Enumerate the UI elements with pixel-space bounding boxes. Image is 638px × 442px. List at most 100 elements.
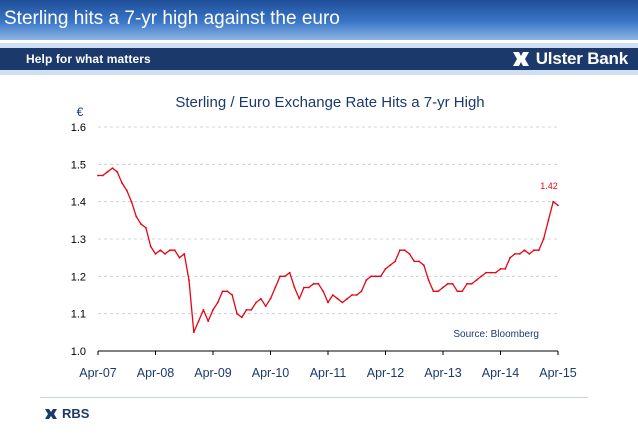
data-point [451, 282, 454, 285]
data-point [188, 279, 190, 281]
source-note: Source: Bloomberg [453, 329, 539, 340]
data-point [399, 249, 401, 252]
data-point [307, 286, 310, 289]
data-point [355, 294, 358, 296]
y-axis: 1.0 1.1 1.2 1.3 1.4 1.5 1.6 [71, 122, 86, 358]
data-point [485, 271, 487, 274]
y-tick-label: 1.0 [71, 346, 86, 358]
data-point [370, 275, 372, 278]
data-point [164, 253, 167, 255]
y-tick-label: 1.4 [71, 197, 86, 209]
data-point [418, 260, 420, 263]
slide-title-bar: Sterling hits a 7-yr high against the eu… [0, 0, 638, 40]
data-point [125, 189, 128, 192]
daisy-wheel-icon [512, 52, 529, 66]
data-point [518, 253, 521, 255]
data-point [322, 290, 325, 293]
footer-brand: RBS [62, 406, 90, 421]
data-point [145, 226, 147, 229]
brand-banner: Help for what matters Ulster Bank [0, 43, 638, 75]
data-point [509, 256, 511, 259]
data-point [130, 200, 133, 203]
data-point [284, 275, 286, 278]
data-point [480, 275, 483, 278]
data-point [111, 167, 114, 169]
x-tick-label: Apr-09 [194, 366, 232, 380]
data-point [274, 286, 277, 289]
brand-name: Ulster Bank [535, 49, 628, 68]
series-line [98, 167, 559, 333]
data-point [212, 309, 214, 311]
peak-value-label: 1.42 [540, 181, 558, 191]
data-point [442, 286, 444, 289]
x-axis: Apr-07 Apr-08 Apr-09 Apr-10 Apr-11 Apr-12 Apr-… [79, 351, 577, 380]
ulster-bank-logo: Ulster Bank [512, 49, 628, 69]
exchange-rate-chart: Sterling / Euro Exchange Rate Hits a 7-y… [71, 94, 577, 380]
daisy-wheel-icon [45, 408, 57, 419]
data-point [173, 249, 176, 252]
data-point [403, 249, 406, 252]
x-tick-label: Apr-12 [367, 366, 405, 380]
data-point [317, 282, 320, 285]
series-points [97, 167, 559, 334]
data-point [456, 290, 459, 293]
x-tick-label: Apr-11 [310, 366, 347, 380]
data-point [178, 256, 181, 259]
data-point [494, 271, 497, 274]
data-point [389, 264, 392, 266]
data-point [384, 268, 387, 270]
data-point [475, 279, 478, 281]
y-tick-label: 1.3 [71, 234, 86, 246]
data-point [245, 309, 248, 311]
y-tick-label: 1.1 [71, 309, 86, 321]
data-point [101, 174, 104, 177]
data-point [279, 275, 281, 278]
data-point [149, 245, 152, 248]
data-point [231, 294, 234, 296]
footer-divider [40, 397, 588, 398]
data-point [523, 249, 526, 252]
data-point [547, 219, 550, 222]
data-point [106, 170, 109, 173]
y-tick-label: 1.6 [71, 122, 86, 134]
data-point [490, 271, 492, 274]
x-tick-label: Apr-14 [482, 366, 520, 380]
data-point [331, 294, 334, 296]
data-point [413, 260, 416, 263]
brand-banner-strip: Help for what matters Ulster Bank [0, 48, 638, 70]
data-point [461, 290, 464, 293]
data-point [202, 309, 205, 311]
data-point [140, 223, 143, 226]
data-point [293, 286, 296, 289]
data-point [255, 301, 257, 304]
data-point [542, 238, 545, 240]
data-point [183, 253, 186, 255]
data-point [375, 275, 377, 278]
banner-tagline: Help for what matters [26, 52, 151, 66]
data-point [365, 279, 368, 281]
data-point [169, 249, 171, 252]
x-tick-label: Apr-15 [539, 366, 577, 380]
data-point [260, 297, 262, 300]
data-point [336, 297, 339, 300]
chart-title: Sterling / Euro Exchange Rate Hits a 7-y… [175, 94, 484, 111]
y-tick-label: 1.2 [71, 271, 86, 283]
data-point [312, 282, 315, 285]
data-point [135, 215, 138, 218]
data-point [528, 253, 531, 255]
data-point [269, 297, 272, 300]
data-point [159, 249, 162, 252]
gridlines [98, 126, 558, 352]
x-tick-label: Apr-08 [137, 366, 175, 380]
data-point [236, 312, 238, 315]
data-point [121, 182, 123, 184]
slide-title: Sterling hits a 7-yr high against the eu… [4, 8, 340, 29]
data-point [303, 286, 305, 289]
data-point [470, 282, 473, 285]
data-point [116, 170, 119, 173]
data-point [207, 320, 210, 322]
y-tick-label: 1.5 [71, 159, 86, 171]
data-point [327, 301, 329, 304]
x-tick-label: Apr-07 [79, 366, 117, 380]
data-point [552, 200, 555, 203]
